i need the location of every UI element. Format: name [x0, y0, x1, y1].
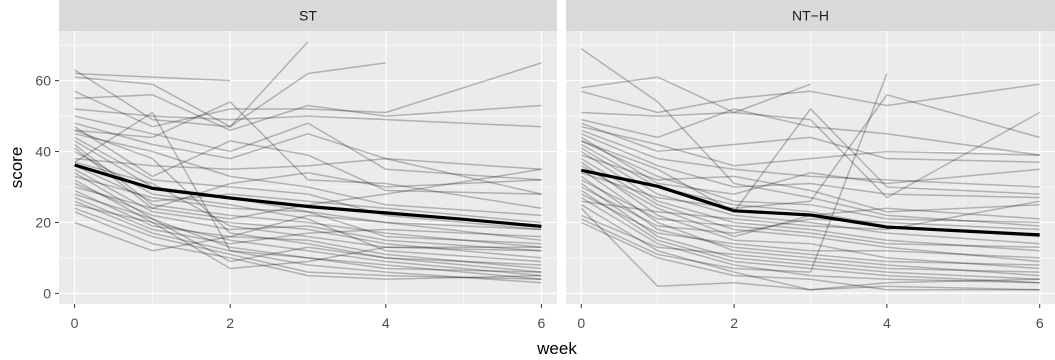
individual-line	[580, 189, 1040, 284]
individual-line	[580, 186, 1040, 234]
x-tick-label: 2	[730, 315, 738, 331]
individual-line	[581, 125, 1040, 167]
individual-line	[581, 108, 1040, 213]
individual-line	[580, 221, 1040, 291]
individual-line	[580, 179, 1040, 249]
individual-line	[74, 108, 542, 128]
x-tick-label: 6	[538, 315, 546, 331]
individual-line	[74, 214, 542, 252]
x-tick-label: 6	[1036, 315, 1044, 331]
individual-line	[580, 157, 1040, 263]
individual-line	[74, 143, 542, 249]
individual-line	[581, 154, 1040, 213]
individual-line	[74, 129, 542, 266]
individual-line	[74, 147, 542, 210]
y-axis-title: score	[7, 147, 26, 189]
individual-line	[74, 140, 542, 241]
individual-line	[580, 196, 1040, 284]
y-tick-label: 20	[35, 214, 51, 230]
individual-line	[74, 157, 542, 195]
individual-line	[74, 136, 542, 231]
individual-line	[74, 94, 542, 132]
individual-line	[580, 161, 1040, 270]
individual-line	[580, 48, 1040, 227]
y-tick-label: 0	[43, 285, 51, 301]
individual-line	[581, 111, 1041, 199]
individual-line	[74, 62, 386, 128]
individual-line	[580, 140, 1040, 224]
individual-line	[581, 76, 811, 114]
individual-line	[74, 161, 542, 252]
individual-line	[580, 165, 1040, 238]
individual-line	[74, 172, 542, 273]
x-tick-label: 4	[382, 315, 390, 331]
facet-strip-st	[59, 0, 557, 31]
individual-line	[74, 189, 542, 270]
individual-line	[581, 122, 1040, 163]
individual-line	[580, 204, 1040, 291]
individual-line	[581, 94, 1040, 210]
x-tick-label: 0	[71, 315, 79, 331]
individual-line	[74, 126, 542, 195]
individual-line	[74, 115, 542, 181]
individual-line	[581, 214, 1040, 273]
individual-line	[74, 182, 542, 252]
individual-line	[74, 203, 542, 270]
individual-line	[74, 150, 542, 263]
individual-line	[74, 101, 542, 210]
individual-line	[74, 72, 231, 82]
individual-line	[581, 200, 1040, 231]
y-tick-label: 40	[35, 144, 51, 160]
individual-line	[74, 179, 542, 277]
facet-strip-nt-h	[566, 0, 1055, 31]
individual-line	[74, 122, 542, 171]
individual-line	[74, 211, 542, 280]
individual-line	[74, 200, 542, 284]
mean-line-nt-h	[580, 168, 1040, 237]
individual-line	[580, 193, 1040, 259]
individual-line	[74, 168, 542, 259]
individual-line	[74, 196, 542, 245]
x-tick-label: 2	[226, 315, 234, 331]
individual-line	[580, 136, 1040, 195]
individual-line	[580, 73, 888, 273]
individual-line	[580, 182, 1040, 280]
individual-line	[74, 41, 309, 128]
individual-line	[580, 175, 1040, 266]
individual-line	[581, 108, 1040, 156]
individual-line	[580, 207, 1040, 291]
individual-line	[581, 83, 1040, 114]
individual-line	[74, 111, 542, 273]
individual-line	[580, 150, 1040, 252]
individual-line	[74, 165, 542, 224]
x-axis-title: week	[536, 339, 577, 358]
facet-title-st: ST	[299, 8, 317, 24]
individual-line	[74, 207, 542, 280]
individual-line	[74, 175, 542, 245]
individual-line	[581, 133, 1040, 199]
facet-title-nt-h: NT−H	[792, 8, 829, 24]
individual-line	[580, 168, 1040, 277]
individual-line	[74, 168, 542, 220]
individual-line	[580, 147, 1040, 245]
x-tick-label: 0	[577, 315, 585, 331]
individual-line	[581, 129, 1040, 188]
y-tick-label: 60	[35, 73, 51, 89]
individual-line	[74, 133, 542, 217]
mean-line-st	[74, 163, 542, 228]
individual-line	[74, 193, 542, 280]
individual-line	[74, 62, 542, 128]
x-tick-label: 4	[883, 315, 891, 331]
